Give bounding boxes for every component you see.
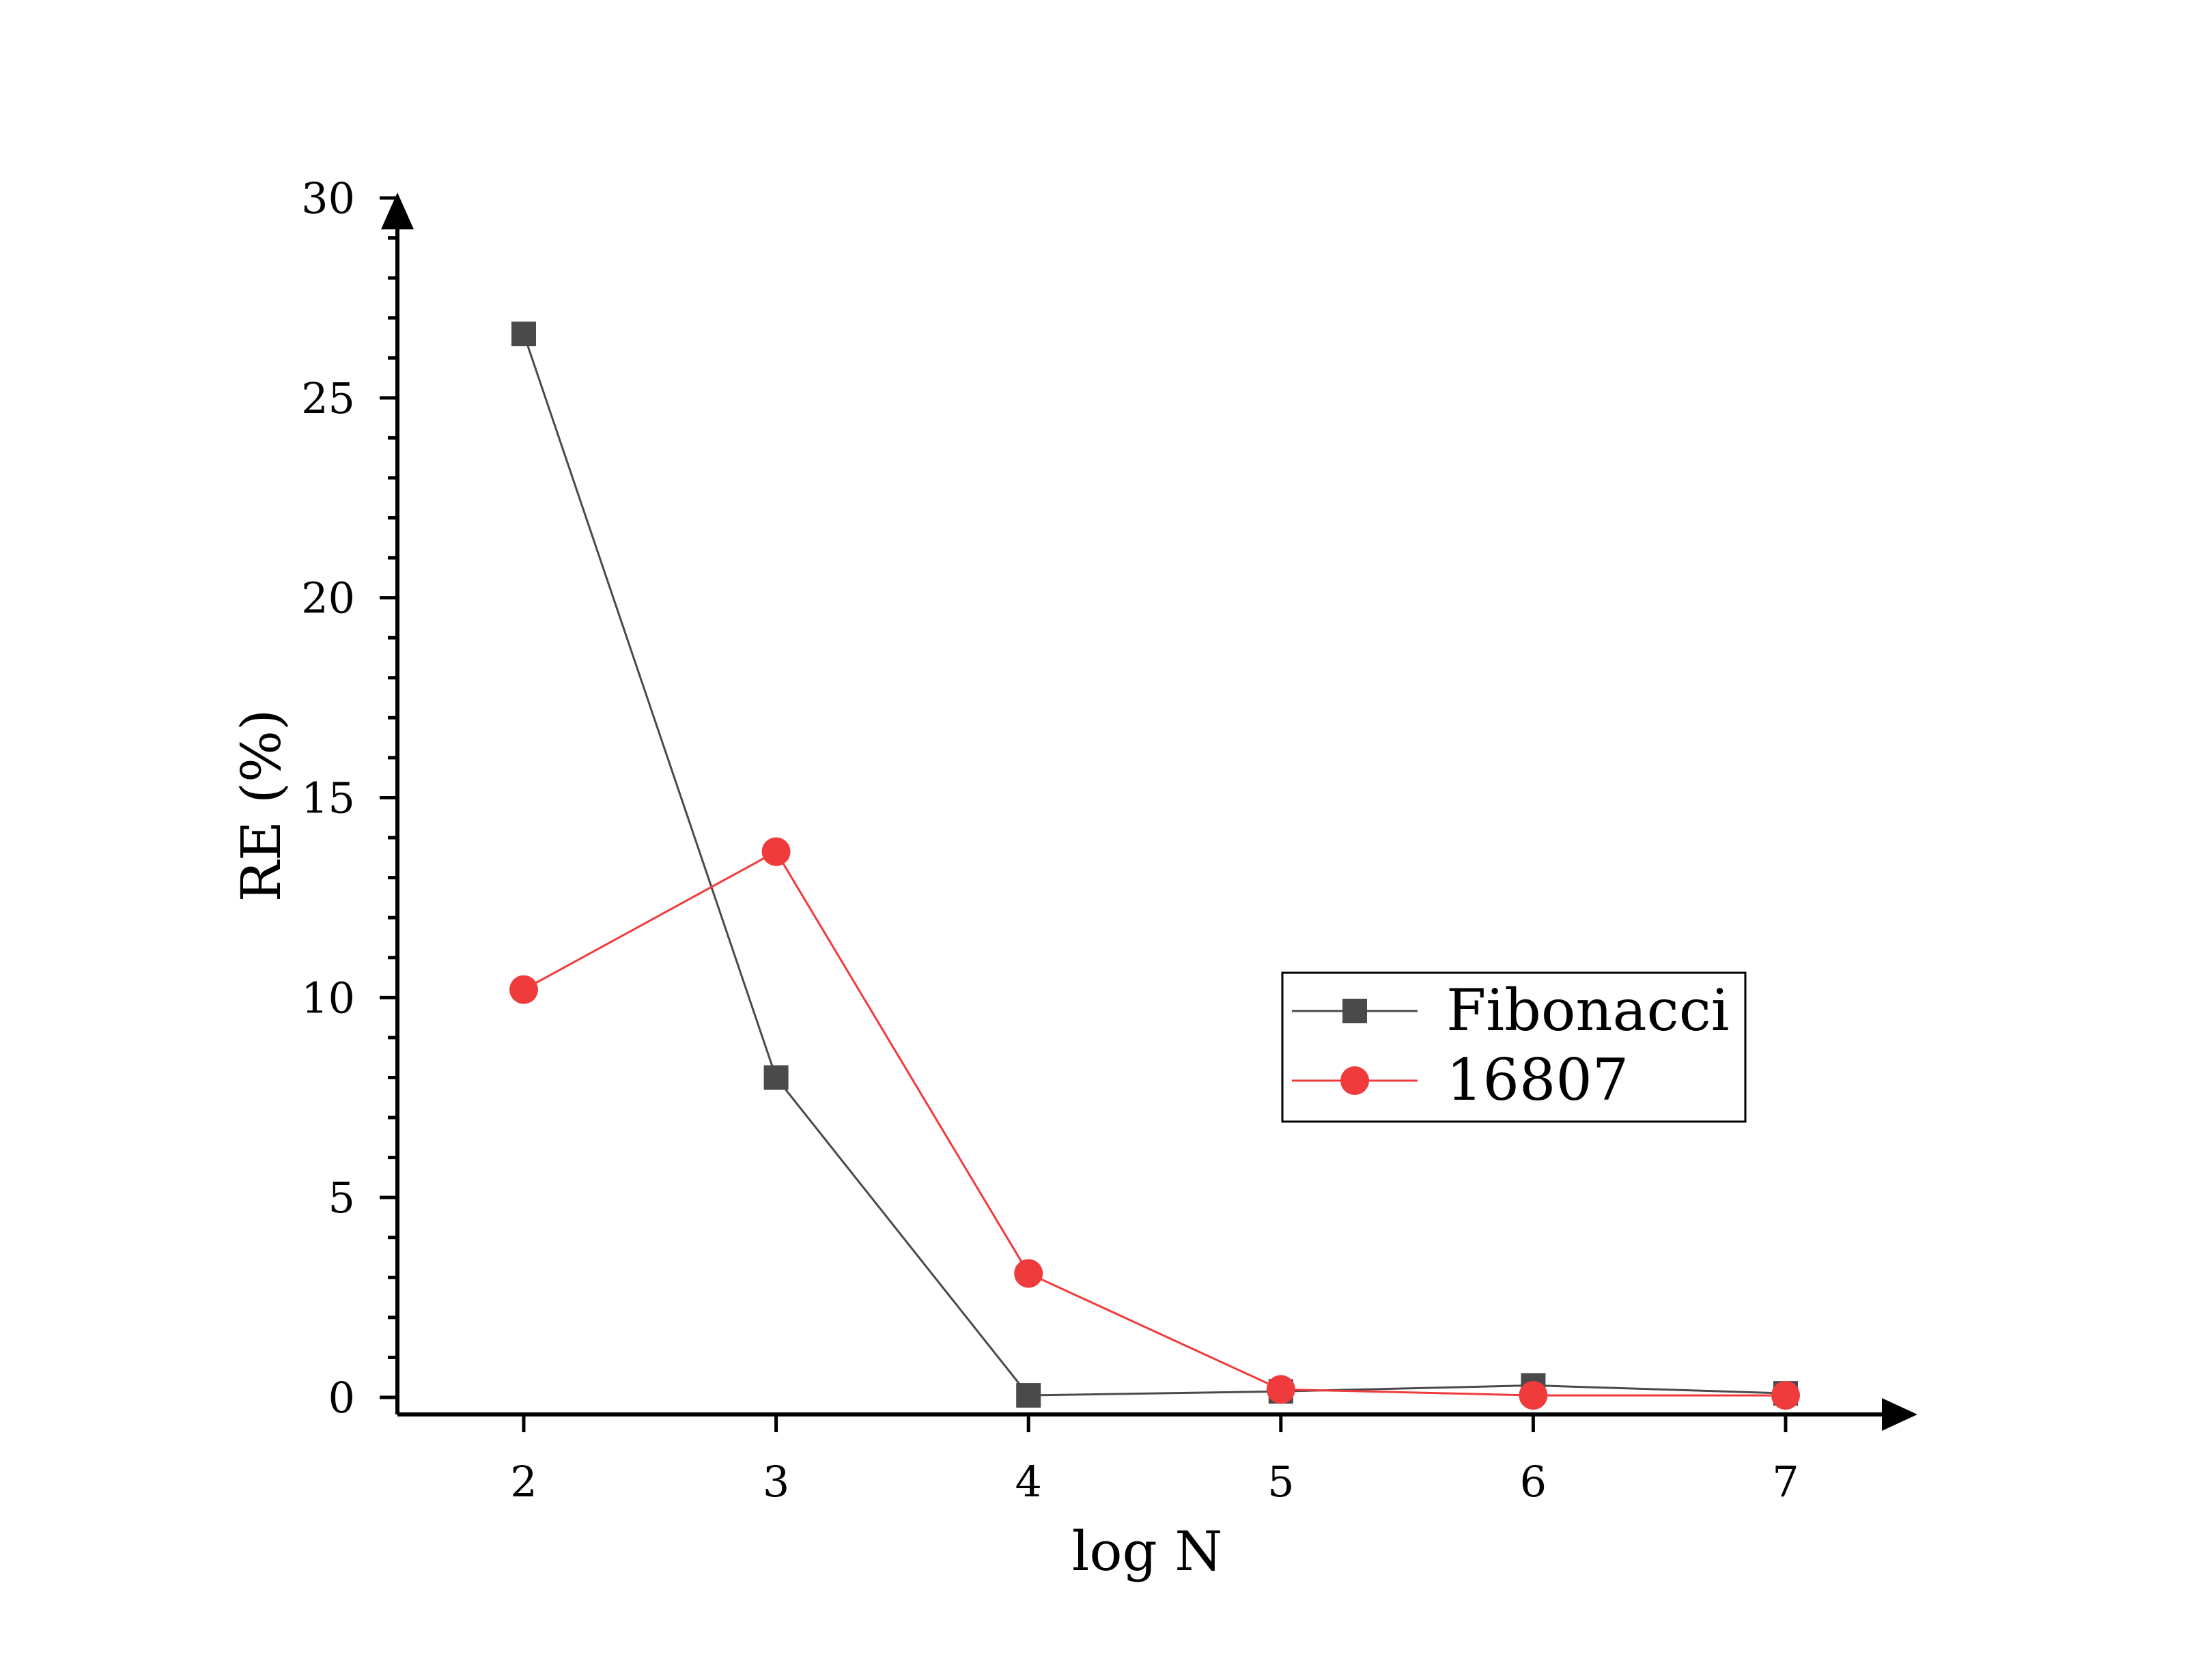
legend-marker-square xyxy=(1342,999,1367,1023)
y-tick-label: 15 xyxy=(301,773,355,823)
legend-label: Fibonacci xyxy=(1446,977,1730,1044)
legend-marker-circle xyxy=(1340,1066,1369,1095)
x-tick-label: 7 xyxy=(1772,1457,1799,1507)
series-line xyxy=(522,333,1786,1397)
legend-box xyxy=(1281,971,1747,1123)
x-axis-title: log N xyxy=(1072,1520,1222,1583)
data-point-circle xyxy=(761,837,791,866)
y-tick-label: 30 xyxy=(301,173,355,223)
x-tick-label: 4 xyxy=(1015,1457,1041,1507)
data-point-square xyxy=(511,322,536,347)
legend-item: 16807 xyxy=(1292,1047,1629,1113)
data-point-square xyxy=(1016,1383,1041,1408)
data-point-circle xyxy=(1519,1381,1548,1410)
axes: 0 5 10 15 20 25 30 2 3 4 5 6 7 xyxy=(301,173,1917,1507)
y-tick-label: 25 xyxy=(301,373,355,423)
data-point-circle xyxy=(1266,1375,1295,1404)
x-tick-label: 3 xyxy=(763,1457,789,1507)
data-point-circle xyxy=(509,975,538,1004)
data-point-square xyxy=(763,1065,789,1090)
x-tick-label: 5 xyxy=(1267,1457,1294,1507)
series-16807 xyxy=(509,837,1800,1410)
series-layer xyxy=(509,322,1800,1410)
y-tick-label: 20 xyxy=(301,573,355,623)
x-axis-arrow xyxy=(1882,1398,1917,1431)
x-tick-label: 6 xyxy=(1520,1457,1547,1507)
series-fibonacci xyxy=(511,322,1798,1408)
y-tick-label: 10 xyxy=(301,973,355,1023)
data-point-circle xyxy=(1014,1259,1043,1288)
series-line xyxy=(523,850,1786,1397)
y-tick-label: 0 xyxy=(328,1373,355,1423)
legend-label: 16807 xyxy=(1446,1047,1629,1113)
y-axis-arrow xyxy=(381,193,414,229)
x-tick-label: 2 xyxy=(510,1457,537,1507)
data-point-circle xyxy=(1771,1381,1800,1410)
legend-item: Fibonacci xyxy=(1292,977,1730,1044)
y-axis-title: RE (%) xyxy=(229,709,293,902)
y-tick-label: 5 xyxy=(328,1173,355,1223)
